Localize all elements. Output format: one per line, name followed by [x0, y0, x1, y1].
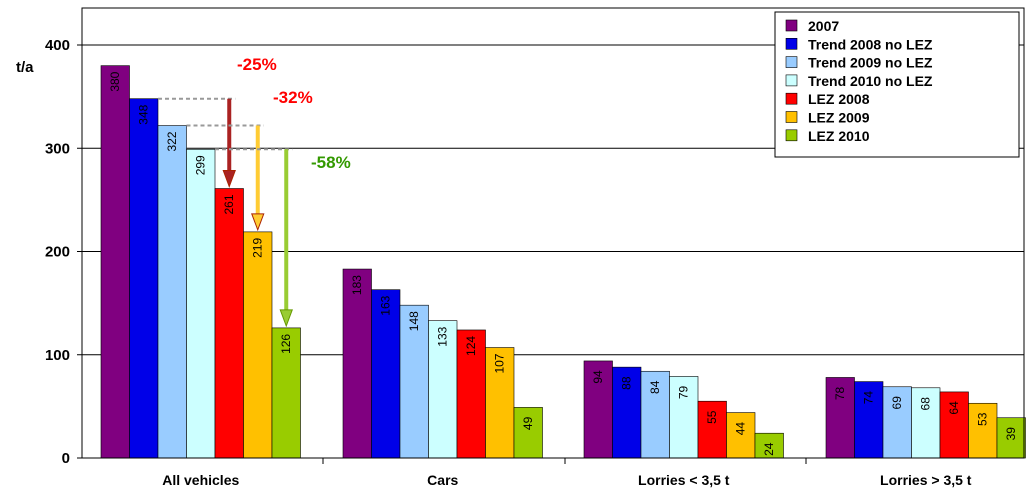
data-label: 183 — [350, 275, 364, 295]
bar-1-2 — [342, 268, 372, 459]
y-tick-label: 0 — [62, 450, 70, 467]
legend-entry: LEZ 2008 — [808, 91, 870, 107]
data-label: 84 — [648, 380, 662, 394]
bar-2-2 — [371, 289, 401, 459]
data-label: 24 — [762, 442, 776, 456]
bar-1-4 — [825, 377, 855, 459]
axes — [77, 7, 1025, 464]
reduction-arrow-head — [222, 170, 236, 188]
y-tick-labels: 0 100 200 300 400 — [45, 37, 70, 467]
data-label: 78 — [833, 386, 847, 400]
reduction-label: -32% — [273, 88, 313, 107]
bar-2-3 — [612, 366, 642, 459]
y-tick-label: 100 — [45, 347, 70, 364]
data-label: 64 — [947, 401, 961, 415]
data-label: 348 — [137, 104, 151, 124]
legend-swatch — [785, 111, 798, 123]
bar-6-3 — [726, 412, 756, 459]
bar-5-3 — [697, 400, 727, 459]
bar-4-4 — [911, 387, 941, 459]
y-axis-label: t/a — [16, 59, 34, 76]
bar-7-2 — [513, 407, 543, 459]
x-category-label: Cars — [427, 472, 458, 488]
legend-swatch — [785, 56, 798, 68]
data-label: 53 — [976, 412, 990, 426]
legend-entry: Trend 2010 no LEZ — [808, 73, 933, 89]
legend-entry: Trend 2009 no LEZ — [808, 55, 933, 71]
data-label: 49 — [521, 416, 535, 430]
y-tick-label: 300 — [45, 140, 70, 157]
data-label: 94 — [591, 370, 605, 384]
bar-1-1 — [100, 65, 130, 459]
data-label: 126 — [279, 334, 293, 354]
bar-4-1 — [186, 148, 216, 459]
data-label: 380 — [108, 71, 122, 91]
y-tick-label: 200 — [45, 244, 70, 261]
bar-1-3 — [583, 360, 613, 459]
legend-entry: LEZ 2010 — [808, 128, 870, 144]
bar-6-4 — [968, 402, 998, 459]
legend-box — [774, 11, 1020, 158]
x-category-label: Lorries > 3,5 t — [880, 472, 972, 488]
data-label: 79 — [677, 385, 691, 399]
legend-swatch — [785, 19, 798, 32]
legend-swatch — [785, 129, 798, 142]
data-label: 133 — [436, 326, 450, 346]
bar-2-4 — [854, 381, 884, 459]
data-label: 69 — [890, 396, 904, 410]
data-label: 55 — [705, 410, 719, 424]
data-label: 322 — [165, 131, 179, 151]
bar-7-1 — [271, 327, 301, 459]
data-label: 39 — [1004, 427, 1018, 441]
legend-swatch — [785, 37, 798, 50]
reduction-annotations: -25% -32% -58% — [158, 55, 351, 328]
data-label: 44 — [734, 422, 748, 436]
data-label: 68 — [919, 397, 933, 411]
legend: 2007 Trend 2008 no LEZ Trend 2009 no LEZ Tr… — [774, 11, 1020, 158]
bar-5-2 — [456, 329, 486, 459]
bar-6-2 — [485, 347, 515, 459]
data-label: 74 — [862, 391, 876, 405]
y-tick-label: 400 — [45, 37, 70, 54]
data-label: 299 — [194, 155, 208, 175]
data-label: 261 — [222, 194, 236, 214]
reduction-label: -58% — [311, 153, 351, 172]
x-category-labels: All vehicles Cars Lorries < 3,5 t Lorries >… — [162, 472, 972, 488]
data-label: 107 — [493, 353, 507, 373]
data-label: 148 — [407, 311, 421, 331]
data-label: 88 — [620, 376, 634, 390]
x-category-label: All vehicles — [162, 472, 239, 488]
legend-swatch — [785, 92, 798, 105]
bar-7-3 — [754, 432, 784, 459]
bar-5-1 — [214, 188, 244, 459]
data-label: 163 — [379, 295, 393, 315]
legend-entry: LEZ 2009 — [808, 110, 870, 126]
bar-7-4 — [996, 417, 1026, 459]
bars: 380 348 322 299 261 219 126 183 163 148 133 124 107 4… — [100, 65, 1026, 459]
data-label: 219 — [251, 238, 265, 258]
reduction-label: -25% — [237, 55, 277, 74]
bar-3-2 — [399, 304, 429, 459]
x-category-label: Lorries < 3,5 t — [638, 472, 730, 488]
legend-entry: 2007 — [808, 18, 839, 34]
plot-frame — [81, 7, 1025, 459]
legend-swatch — [785, 74, 798, 87]
data-label: 124 — [464, 336, 478, 356]
bar-2-1 — [129, 98, 159, 459]
reduction-arrow-head — [279, 309, 293, 328]
bar-6-1 — [243, 231, 273, 459]
bar-3-3 — [640, 370, 670, 459]
legend-entry: Trend 2008 no LEZ — [808, 36, 933, 52]
bar-3-1 — [157, 125, 187, 459]
reduction-arrow-head — [251, 213, 265, 232]
